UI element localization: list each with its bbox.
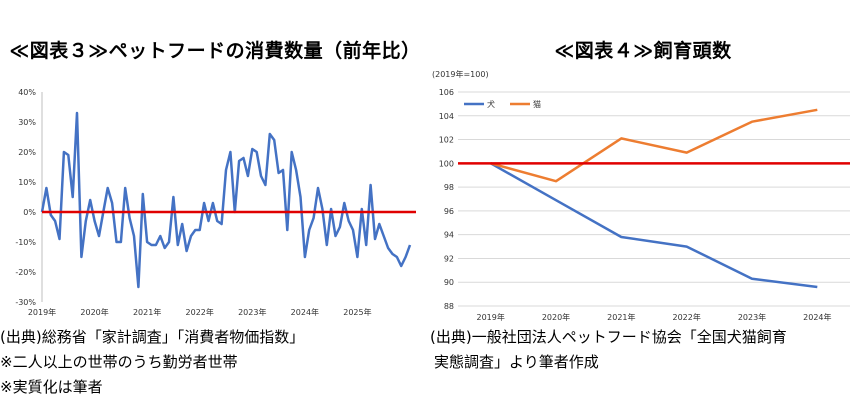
- y-tick-label: -10%: [15, 238, 36, 247]
- x-tick-label: 2020年: [542, 312, 570, 322]
- right-chart-svg: (2019年=100) 88 90 92 94 96 98 100 102 104 106 2019年…: [432, 69, 850, 322]
- x-tick-label: 2020年: [80, 307, 108, 317]
- right-chart-panel: ≪図表４≫飼育頭数 (2019年=100) 88 90 92 94 96 98 100 102 1…: [430, 0, 856, 414]
- left-chart-panel: ≪図表３≫ペットフードの消費数量（前年比） -30% -20% -10% 0% 10% 2…: [0, 40, 421, 400]
- right-note-1: (出典)一般社団法人ペットフード協会「全国犬猫飼育: [430, 328, 787, 346]
- legend-label: 犬: [487, 99, 495, 109]
- y-tick-label: 102: [439, 136, 454, 145]
- y-tick-label: 98: [444, 183, 454, 192]
- right-notes: (出典)一般社団法人ペットフード協会「全国犬猫飼育 実態調査」より筆者作成: [430, 325, 787, 375]
- right-chart-title: ≪図表４≫飼育頭数: [554, 40, 732, 62]
- x-tick-label: 2021年: [607, 312, 635, 322]
- right-note-2: 実態調査」より筆者作成: [434, 353, 599, 371]
- y-tick-label: 40%: [18, 88, 36, 97]
- left-notes: (出典)総務省「家計調査」「消費者物価指数」 ※二人以上の世帯のうち勤労者世帯 …: [0, 325, 304, 400]
- y-tick-label: 88: [444, 302, 454, 311]
- y-tick-label: 104: [439, 112, 454, 121]
- x-tick-label: 2023年: [238, 307, 266, 317]
- x-tick-label: 2024年: [291, 307, 319, 317]
- series-line-cat: [490, 108, 818, 183]
- y-tick-label: 92: [444, 254, 454, 263]
- y-tick-label: 94: [444, 231, 454, 240]
- x-tick-label: 2021年: [133, 307, 161, 317]
- series-line-dog: [490, 162, 818, 289]
- series-line-consumption: [40, 111, 412, 289]
- y-unit-label: (2019年=100): [432, 69, 489, 79]
- x-tick-label: 2022年: [672, 312, 700, 322]
- y-tick-label: 20%: [18, 148, 36, 157]
- y-tick-label: 10%: [18, 178, 36, 187]
- x-tick-label: 2025年: [343, 307, 371, 317]
- y-tick-label: 90: [444, 278, 454, 287]
- left-note-2: ※二人以上の世帯のうち勤労者世帯: [0, 353, 238, 371]
- x-tick-label: 2019年: [476, 312, 504, 322]
- y-tick-label: -30%: [15, 298, 36, 307]
- y-tick-label: 96: [444, 207, 454, 216]
- x-tick-label: 2019年: [28, 307, 56, 317]
- y-tick-label: 100: [439, 159, 454, 168]
- left-chart-svg: -30% -20% -10% 0% 10% 20% 30% 40% 2019年 2020年 2021…: [15, 88, 416, 317]
- x-tick-label: 2022年: [186, 307, 214, 317]
- left-note-1: (出典)総務省「家計調査」「消費者物価指数」: [0, 328, 305, 346]
- y-tick-label: -20%: [15, 268, 36, 277]
- y-tick-label: 30%: [18, 118, 36, 127]
- x-tick-label: 2023年: [738, 312, 766, 322]
- x-tick-label: 2024年: [803, 312, 831, 322]
- left-chart-title: ≪図表３≫ペットフードの消費数量（前年比）: [9, 40, 421, 62]
- left-note-3: ※実質化は筆者: [0, 378, 103, 396]
- legend-label: 猫: [533, 99, 541, 109]
- y-tick-label: 106: [439, 88, 454, 97]
- y-tick-label: 0%: [23, 208, 36, 217]
